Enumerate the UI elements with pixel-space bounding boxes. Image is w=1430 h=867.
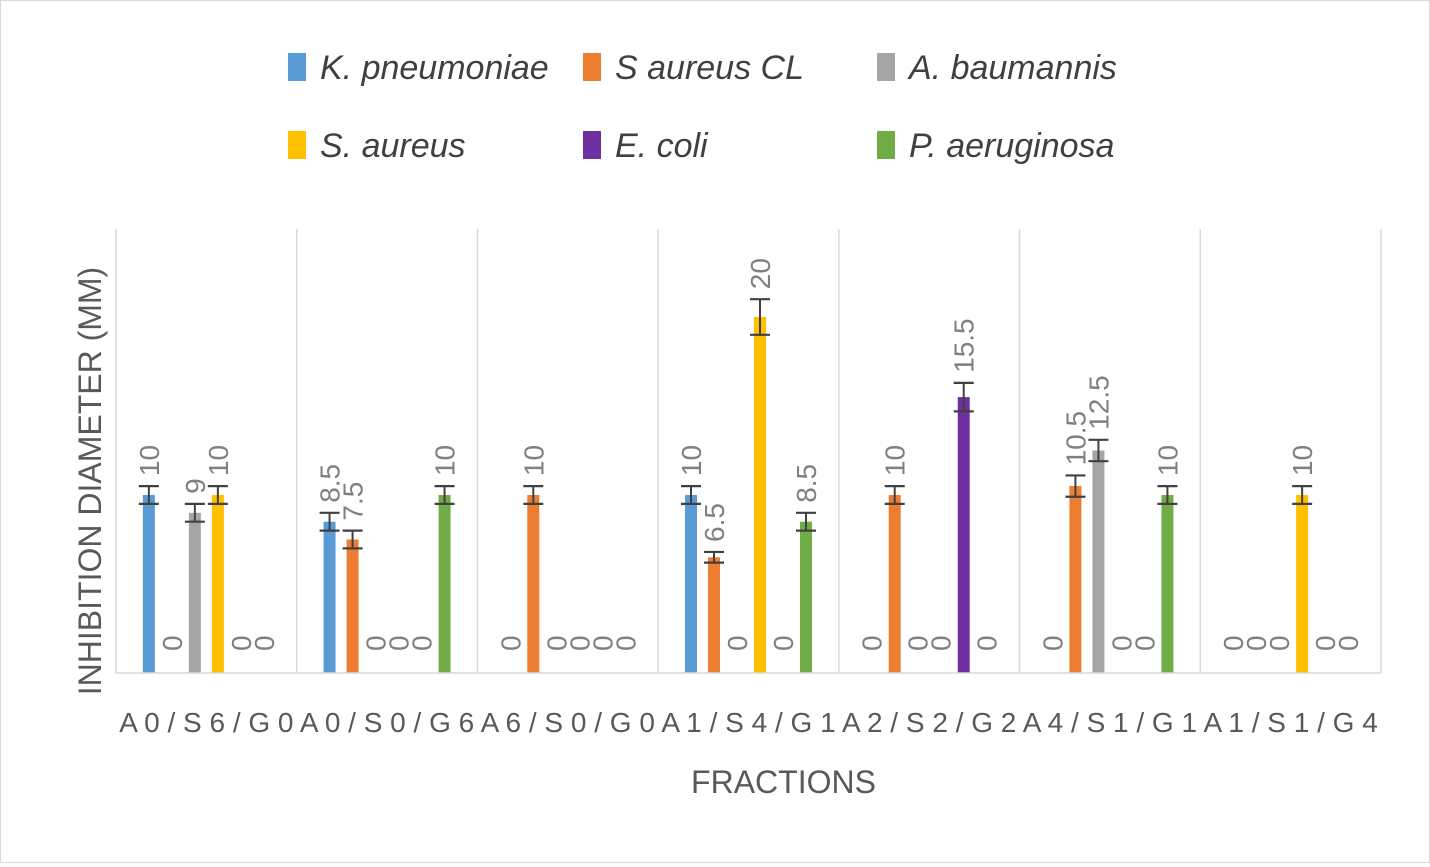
data-label: 9 (180, 478, 211, 494)
legend: K. pneumoniae S aureus CL A. baumannis S. a… (288, 49, 1117, 165)
data-label: 0 (722, 635, 753, 651)
data-label: 0 (157, 635, 188, 651)
data-label: 7.5 (338, 482, 369, 521)
data-label: 0 (564, 635, 595, 651)
legend-label: S aureus CL (615, 49, 804, 87)
x-tick-label: A 1 / S 4 / G 1 (661, 707, 835, 738)
data-label: 0 (610, 635, 641, 651)
data-label: 0 (541, 635, 572, 651)
bar (1069, 486, 1082, 673)
data-label: 0 (361, 635, 392, 651)
y-axis-title: INHIBITION DIAMETER (MM) (72, 267, 108, 695)
data-label: 0 (903, 635, 934, 651)
data-label: 10 (1287, 445, 1318, 476)
data-label: 0 (1106, 635, 1137, 651)
legend-label: A. baumannis (907, 49, 1117, 87)
data-label: 6.5 (699, 503, 730, 542)
legend-swatch (877, 131, 895, 159)
bar (438, 495, 451, 673)
data-label: 0 (1241, 635, 1272, 651)
data-label: 0 (249, 635, 280, 651)
data-label: 0 (1310, 635, 1341, 651)
category-grid (115, 229, 1382, 673)
data-label: 10 (203, 445, 234, 476)
data-label: 10 (134, 445, 165, 476)
data-label: 0 (1037, 635, 1068, 651)
bar (1092, 450, 1105, 673)
data-label: 10 (1152, 445, 1183, 476)
data-label: 0 (495, 635, 526, 651)
data-label: 0 (407, 635, 438, 651)
x-tick-label: A 2 / S 2 / G 2 (842, 707, 1016, 738)
data-label: 8.5 (791, 464, 822, 503)
legend-swatch (288, 131, 306, 159)
bar (1296, 495, 1309, 673)
bar (188, 512, 201, 673)
legend-label: K. pneumoniae (320, 49, 549, 87)
bar (685, 495, 697, 673)
data-label: 0 (1264, 635, 1295, 651)
data-label: 0 (1129, 635, 1160, 651)
data-label: 10 (518, 445, 549, 476)
data-label: 0 (587, 635, 618, 651)
data-label: 0 (857, 635, 888, 651)
legend-label: S. aureus (320, 127, 466, 165)
x-axis-title: FRACTIONS (691, 764, 876, 800)
bar (708, 557, 720, 673)
x-tick-label: A 6 / S 0 / G 0 (481, 707, 655, 738)
x-tick-label: A 0 / S 0 / G 6 (300, 707, 474, 738)
bar (527, 495, 540, 673)
data-label: 0 (1218, 635, 1249, 651)
bar (346, 539, 359, 673)
legend-label: P. aeruginosa (909, 127, 1114, 165)
data-label: 10.5 (1060, 411, 1091, 466)
bar (957, 397, 970, 673)
bar (323, 521, 336, 673)
x-tick-label: A 0 / S 6 / G 0 (119, 707, 293, 738)
bar (888, 495, 901, 673)
bar (1161, 495, 1174, 673)
data-label: 20 (745, 258, 776, 289)
data-label: 10 (430, 445, 461, 476)
x-tick-label: A 4 / S 1 / G 1 (1023, 707, 1197, 738)
x-tick-label: A 1 / S 1 / G 4 (1203, 707, 1377, 738)
bar (800, 521, 812, 673)
data-label: 10 (676, 445, 707, 476)
data-label: 10 (880, 445, 911, 476)
bar (754, 317, 766, 673)
data-label: 0 (1333, 635, 1364, 651)
data-label: 12.5 (1083, 375, 1114, 430)
bar (211, 495, 224, 673)
data-label: 0 (768, 635, 799, 651)
data-labels: 100910008.57.5000100100000106.502008.501… (134, 258, 1364, 651)
legend-swatch (583, 53, 601, 81)
data-label: 15.5 (949, 318, 980, 373)
legend-swatch (583, 131, 601, 159)
legend-label: E. coli (615, 127, 709, 165)
data-label: 0 (926, 635, 957, 651)
data-label: 0 (384, 635, 415, 651)
data-label: 0 (226, 635, 257, 651)
legend-swatch (288, 53, 306, 81)
bar (142, 495, 155, 673)
bars (142, 317, 1309, 673)
legend-swatch (877, 53, 895, 81)
data-label: 0 (972, 635, 1003, 651)
error-bars (138, 298, 1313, 564)
data-label: 8.5 (315, 464, 346, 503)
